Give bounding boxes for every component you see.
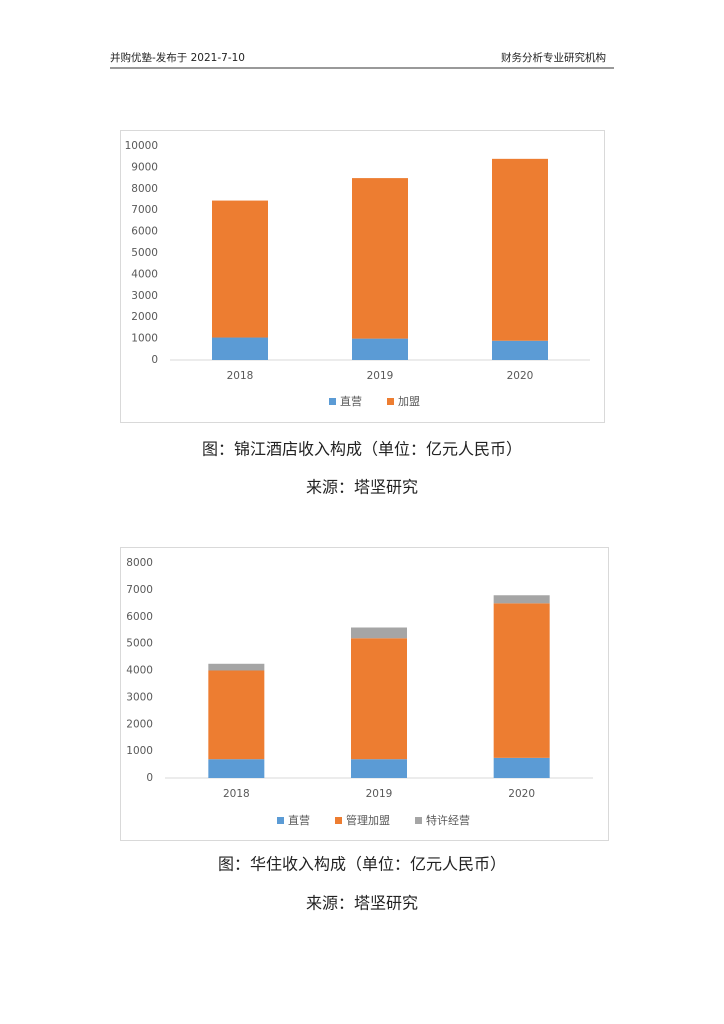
bar-segment — [492, 340, 548, 360]
legend-swatch — [277, 817, 284, 824]
x-tick-label: 2019 — [367, 370, 394, 382]
bar-segment — [493, 603, 550, 758]
y-tick-label: 4000 — [126, 665, 153, 677]
legend-label: 加盟 — [398, 395, 420, 408]
caption: 图：华住收入构成（单位：亿元人民币） — [218, 855, 506, 874]
y-tick-label: 6000 — [131, 226, 158, 238]
x-tick-label: 2020 — [507, 370, 534, 382]
legend-swatch — [415, 817, 422, 824]
header-left: 并购优塾-发布于 2021-7-10 — [110, 51, 245, 64]
y-tick-label: 2000 — [126, 718, 153, 730]
bar-segment — [208, 663, 265, 671]
y-tick-label: 1000 — [126, 745, 153, 757]
legend-swatch — [329, 398, 336, 405]
x-tick-label: 2018 — [227, 370, 254, 382]
caption-source: 来源：塔坚研究 — [306, 894, 418, 913]
caption-source: 来源：塔坚研究 — [306, 478, 418, 497]
header-right: 财务分析专业研究机构 — [501, 51, 606, 64]
caption: 图：锦江酒店收入构成（单位：亿元人民币） — [202, 440, 522, 459]
y-tick-label: 1000 — [131, 333, 158, 345]
legend-swatch — [387, 398, 394, 405]
y-tick-label: 3000 — [131, 290, 158, 302]
bar-segment — [352, 338, 408, 360]
y-tick-label: 5000 — [126, 638, 153, 650]
legend-label: 管理加盟 — [346, 813, 390, 827]
y-tick-label: 0 — [146, 772, 153, 784]
bar-segment — [351, 627, 407, 639]
y-tick-label: 2000 — [131, 311, 158, 323]
y-tick-label: 4000 — [131, 268, 158, 280]
x-tick-label: 2019 — [366, 788, 393, 800]
bar-segment — [208, 670, 265, 760]
legend-label: 直营 — [288, 813, 310, 827]
y-tick-label: 8000 — [126, 557, 153, 569]
y-tick-label: 7000 — [126, 584, 153, 596]
y-tick-label: 9000 — [131, 161, 158, 173]
chart-frame — [120, 130, 605, 423]
legend-swatch — [335, 817, 342, 824]
bar-segment — [212, 337, 268, 360]
bar-segment — [352, 178, 408, 339]
bar-segment — [492, 158, 548, 341]
y-tick-label: 8000 — [131, 183, 158, 195]
legend-label: 特许经营 — [426, 813, 470, 827]
y-tick-label: 5000 — [131, 247, 158, 259]
bar-segment — [493, 595, 550, 604]
chart-frame — [120, 547, 609, 841]
y-tick-label: 7000 — [131, 204, 158, 216]
x-tick-label: 2020 — [508, 788, 535, 800]
y-tick-label: 6000 — [126, 611, 153, 623]
bar-segment — [351, 638, 407, 760]
bar-segment — [208, 759, 265, 778]
y-tick-label: 10000 — [125, 140, 158, 152]
legend-label: 直营 — [340, 394, 362, 408]
bar-segment — [493, 757, 550, 778]
y-tick-label: 0 — [151, 354, 158, 366]
bar-segment — [351, 759, 407, 778]
bar-segment — [212, 200, 268, 338]
x-tick-label: 2018 — [223, 788, 250, 800]
y-tick-label: 3000 — [126, 691, 153, 703]
